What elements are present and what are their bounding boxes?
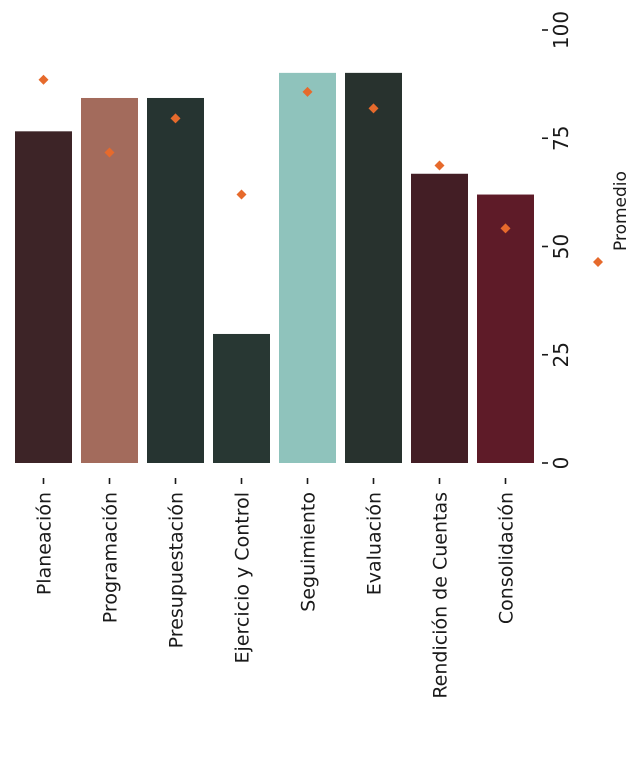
legend-promedio-label: Promedio (611, 171, 631, 251)
promedio-marker-5 (302, 86, 313, 97)
bar-4 (213, 333, 270, 463)
category-label: Ejercicio y Control (232, 492, 254, 663)
bar-7 (411, 173, 468, 464)
category-label: Programación (100, 492, 122, 623)
bar-1 (15, 131, 72, 463)
legend: Promedio (593, 171, 631, 267)
value-tick-label: 50 (549, 234, 573, 259)
promedio-marker-6 (368, 103, 379, 114)
category-label: Evaluación (364, 492, 386, 595)
value-ticks-group: 0 25 50 75 100 (542, 11, 573, 469)
bar-3 (147, 97, 204, 463)
promedio-marker-4 (236, 189, 247, 200)
bars-group (15, 72, 534, 464)
legend-promedio-marker (593, 257, 603, 267)
promedio-marker-1 (38, 74, 49, 85)
bar-2 (81, 97, 138, 463)
promedio-marker-8 (500, 223, 511, 234)
bar-5 (279, 72, 336, 463)
promedio-marker-2 (104, 147, 115, 158)
value-tick-label: 75 (549, 126, 573, 151)
bar-8 (477, 194, 534, 464)
category-label: Consolidación (496, 492, 518, 624)
promedio-marker-7 (434, 160, 445, 171)
value-tick-label: 0 (549, 457, 573, 470)
bar-6 (345, 72, 402, 463)
category-label: Planeación (34, 492, 56, 595)
value-tick-label: 25 (549, 342, 573, 367)
category-labels-group: Planeación Programación Presupuestación Eje… (34, 478, 518, 699)
markers-group (38, 74, 511, 234)
promedio-marker-3 (170, 113, 181, 124)
category-label: Presupuestación (166, 492, 188, 648)
value-tick-label: 100 (549, 11, 573, 49)
category-label: Rendición de Cuentas (430, 492, 452, 699)
category-label: Seguimiento (298, 492, 320, 612)
